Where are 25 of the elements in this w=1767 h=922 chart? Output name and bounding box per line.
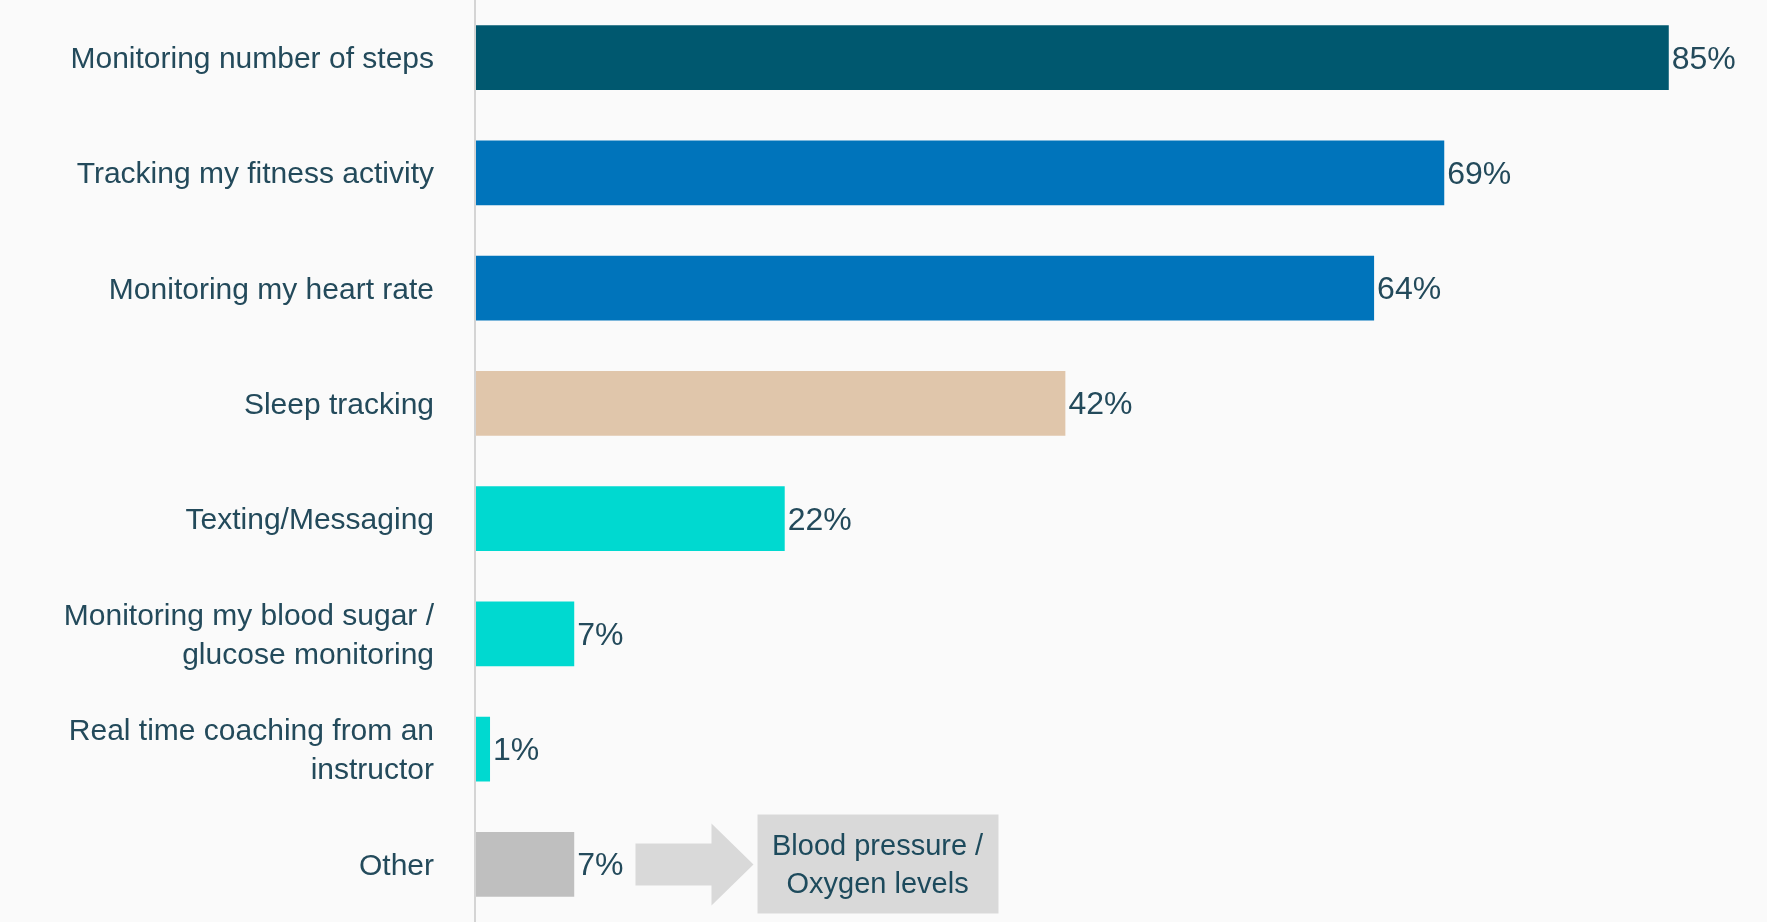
data-label: 42% [1068,385,1133,422]
y-tick-label: Other [358,847,435,881]
y-tick-label: Monitoring number of steps [70,41,434,75]
data-label: 64% [1377,270,1442,307]
annotation: Blood pressure / Oxygen levels [772,829,985,899]
data-label: 7% [577,615,624,652]
y-tick-label: Monitoring my heart rate [108,271,434,305]
y-tick-label: Monitoring my blood sugar / glucose monitoring [63,597,435,670]
y-tick-label: Sleep tracking [243,386,434,420]
data-label: 22% [787,500,852,537]
y-tick-label: Real time coaching from an instructor [68,713,434,786]
bar [476,601,575,667]
bar [476,255,1375,321]
data-label: 7% [577,846,624,883]
y-tick-label: Texting/Messaging [185,502,434,536]
data-label: 69% [1447,154,1512,191]
bar [476,486,785,551]
data-label: 1% [493,731,540,768]
bar [476,832,575,897]
bar [476,25,1669,90]
bar [476,140,1445,206]
y-tick-label: Tracking my fitness activity [76,156,434,190]
bar [476,371,1066,436]
data-label: 85% [1671,39,1736,76]
bar [476,716,491,782]
